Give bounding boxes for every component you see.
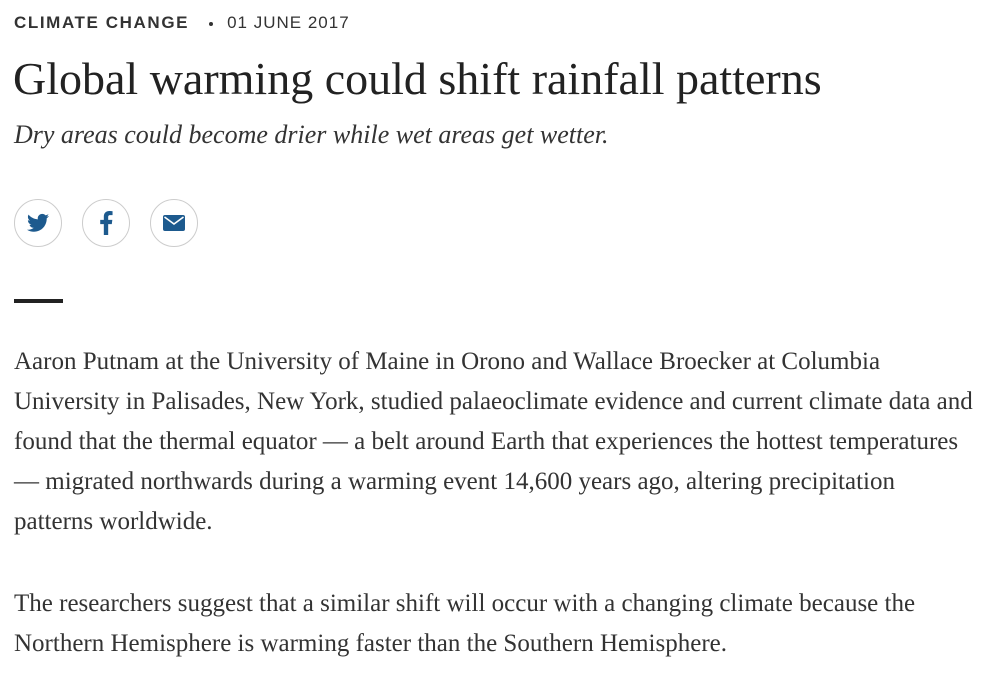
article-meta: CLIMATE CHANGE 01 JUNE 2017 [14,13,350,33]
twitter-button[interactable] [14,199,62,247]
facebook-icon [100,211,113,235]
share-buttons [14,199,198,247]
date: 01 JUNE 2017 [227,13,350,32]
twitter-icon [27,213,49,232]
email-button[interactable] [150,199,198,247]
subtitle: Dry areas could become drier while wet a… [14,120,609,149]
category[interactable]: CLIMATE CHANGE [14,13,190,32]
article-body: Aaron Putnam at the University of Maine … [14,342,974,677]
separator-dot [209,21,214,26]
section-rule [14,299,63,303]
paragraph: Aaron Putnam at the University of Maine … [14,348,973,535]
paragraph: The researchers suggest that a similar s… [14,590,916,657]
title: Global warming could shift rainfall patt… [13,53,822,104]
facebook-button[interactable] [82,199,130,247]
email-icon [163,215,185,231]
